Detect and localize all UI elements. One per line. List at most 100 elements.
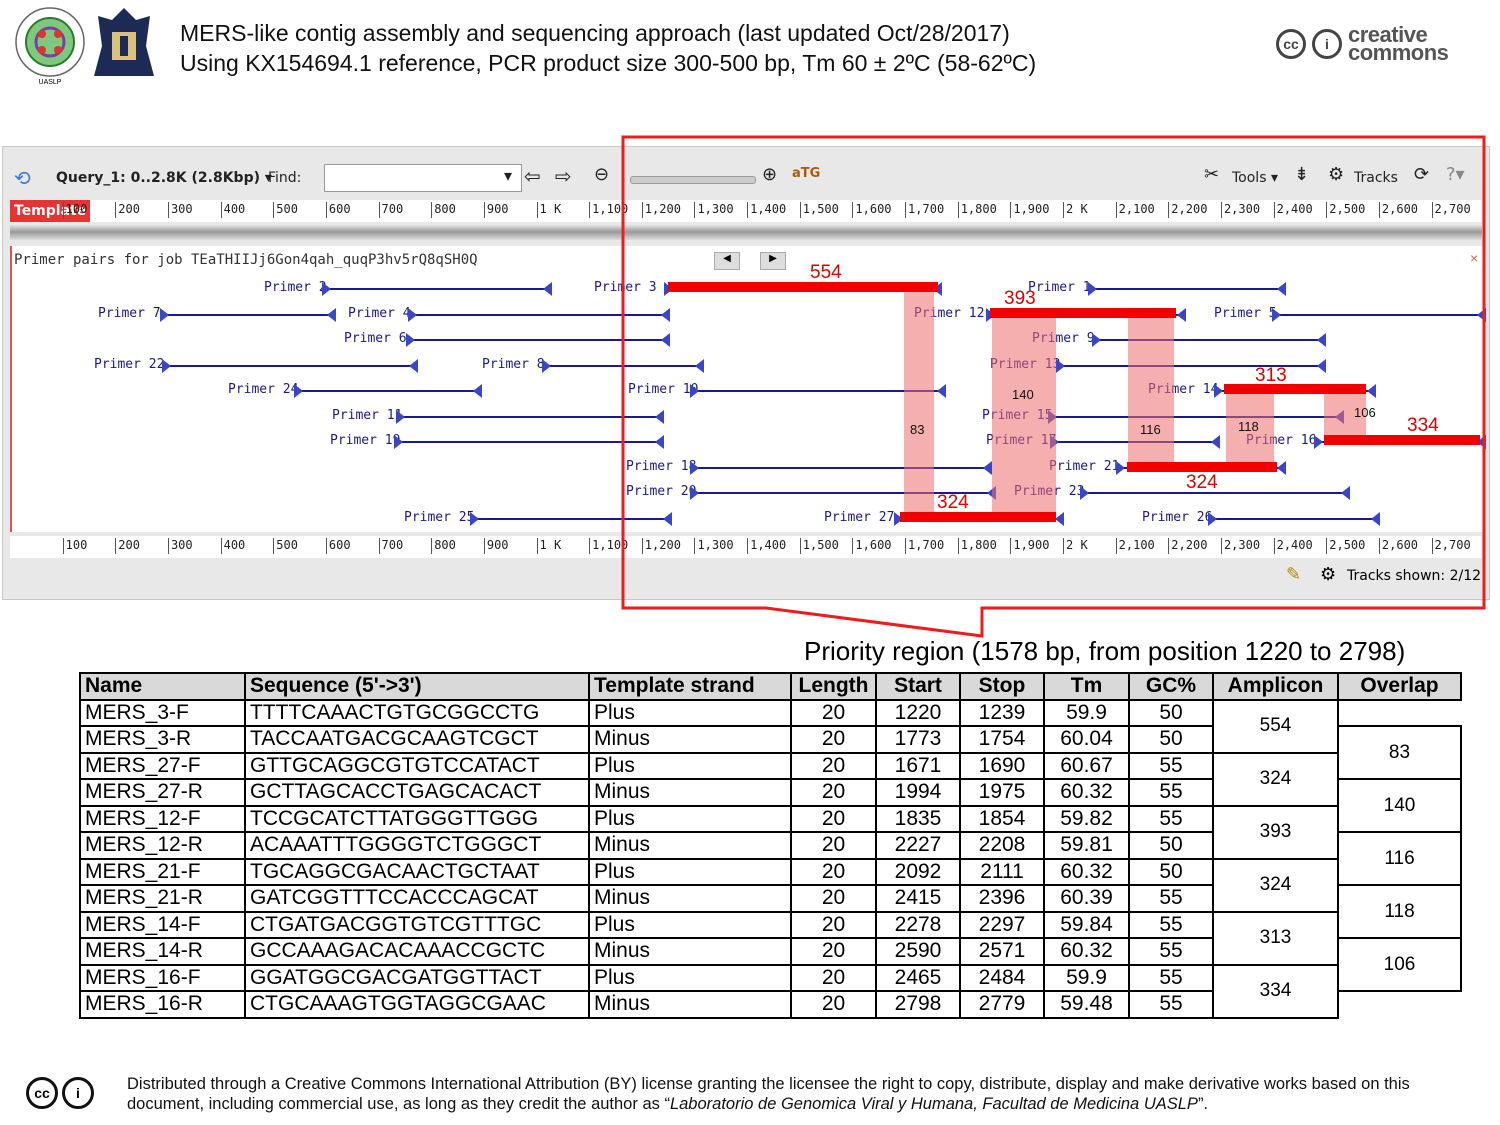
primer-label[interactable]: Primer 7: [98, 305, 161, 321]
primer-label[interactable]: Primer 26: [1142, 509, 1213, 525]
primer-pair-line[interactable]: [1276, 313, 1482, 316]
primer-label[interactable]: Primer 4: [348, 305, 411, 321]
amplicon-bar: [668, 282, 938, 292]
primer-pair-line[interactable]: [1084, 492, 1346, 494]
primer-label[interactable]: Primer 10: [628, 382, 699, 397]
primer-pair-line[interactable]: [326, 288, 548, 290]
primer-label[interactable]: Primer 1: [1028, 280, 1091, 295]
primer-table: Name Sequence (5'->3') Template strand L…: [79, 672, 1462, 1019]
primer-label[interactable]: Primer 20: [626, 484, 697, 499]
primer-pair-line[interactable]: [474, 517, 668, 520]
page-title-line-2: Using KX154694.1 reference, PCR product …: [180, 50, 1037, 76]
primer-pair-line[interactable]: [1092, 288, 1282, 290]
query-dropdown[interactable]: Query_1: 0..2.8K (2.8Kbp) ▾: [56, 170, 272, 186]
forward-primer-arrow-icon: [1092, 333, 1101, 347]
amplicon-label: 313: [1255, 365, 1287, 386]
primer-stop: 1854: [959, 804, 1045, 833]
primer-length: 20: [790, 804, 877, 833]
primer-pair-line[interactable]: [694, 492, 992, 494]
zoom-slider[interactable]: [630, 176, 756, 184]
col-stop: Stop: [959, 672, 1045, 701]
tracks-gear-icon[interactable]: ⚙: [1320, 564, 1337, 585]
primer-gc: 50: [1128, 698, 1214, 727]
tracks-shown-label: Tracks shown: 2/12: [1347, 568, 1482, 584]
cc-icon: cc: [1276, 29, 1306, 59]
primer-pair-line[interactable]: [1096, 339, 1322, 341]
template-strand: Plus: [588, 804, 792, 833]
primer-label[interactable]: Primer 11: [332, 407, 403, 423]
template-strand: Minus: [588, 937, 792, 966]
primer-label[interactable]: Primer 22: [94, 356, 165, 372]
find-dropdown-icon[interactable]: ▾: [504, 166, 513, 185]
gear-icon[interactable]: ⚙: [1328, 164, 1345, 185]
primer-pair-line[interactable]: [166, 364, 414, 367]
overlap-label: 118: [1238, 419, 1259, 434]
primer-label[interactable]: Primer 21: [1049, 458, 1120, 474]
primer-pair-line[interactable]: [164, 313, 332, 316]
primer-name: MERS_3-R: [79, 725, 246, 754]
license-notice: Distributed through a Creative Commons I…: [127, 1074, 1477, 1114]
primer-label[interactable]: Primer 25: [404, 509, 475, 525]
col-sequence: Sequence (5'->3'): [244, 672, 590, 701]
pan-right-icon[interactable]: ⇨: [555, 164, 572, 188]
primer-label[interactable]: Primer 5: [1214, 305, 1277, 321]
ruler-tick: 700: [378, 538, 403, 554]
back-icon[interactable]: ⟲: [14, 166, 31, 190]
primer-pair-line[interactable]: [1052, 415, 1340, 418]
overlap-blank: [1338, 991, 1461, 1018]
tools-menu[interactable]: Tools ▾: [1232, 170, 1278, 186]
primer-pair-line[interactable]: [694, 466, 988, 469]
primer-stop: 1690: [959, 751, 1045, 780]
close-track-icon[interactable]: ×: [1470, 250, 1479, 266]
primer-label[interactable]: Primer 2: [264, 280, 327, 295]
ruler-tick: 2,400: [1273, 202, 1313, 218]
zoom-out-icon[interactable]: ⊖: [594, 164, 610, 185]
ruler-tick: 1,300: [694, 538, 734, 554]
edit-icon[interactable]: ✎: [1286, 564, 1302, 585]
reverse-primer-arrow-icon: [1477, 307, 1486, 322]
table-row: MERS_21-F TGCAGGCGACAACTGCTAAT Plus 20 2092 2…: [79, 857, 1461, 913]
primer-gc: 55: [1128, 990, 1214, 1019]
template-strand: Plus: [588, 963, 792, 992]
refresh-icon[interactable]: ⟳: [1414, 164, 1430, 185]
primer-length: 20: [790, 884, 877, 913]
primer-pair-line[interactable]: [398, 441, 660, 443]
next-page-icon[interactable]: ▶: [760, 252, 786, 270]
pan-left-icon[interactable]: ⇦: [524, 164, 541, 188]
find-input[interactable]: [324, 164, 522, 192]
primer-pair-line[interactable]: [298, 390, 478, 392]
sequence-icon[interactable]: aTG: [792, 166, 821, 181]
primer-start: 1773: [875, 725, 961, 754]
footer-cc-logo: cc i: [26, 1077, 94, 1109]
primer-sequence: TTTTCAAACTGTGCGGCCTG: [244, 698, 590, 727]
primer-label[interactable]: Primer 3: [594, 280, 657, 295]
primer-label[interactable]: Primer 24: [228, 382, 299, 397]
primer-label[interactable]: Primer 6: [344, 331, 407, 346]
primer-label[interactable]: Primer 8: [482, 356, 545, 372]
amplicon-label: 554: [810, 262, 842, 283]
primer-label[interactable]: Primer 18: [626, 458, 697, 474]
reverse-primer-arrow-icon: [983, 460, 992, 475]
col-start: Start: [875, 672, 961, 701]
col-length: Length: [790, 672, 877, 701]
primer-pair-line[interactable]: [1212, 517, 1376, 520]
primer-tm: 60.39: [1043, 884, 1130, 913]
primer-label[interactable]: Primer 27: [824, 509, 895, 525]
table-row: MERS_12-F TCCGCATCTTATGGGTTGGG Plus 20 1835 1…: [79, 804, 1461, 860]
primer-label[interactable]: Primer 19: [330, 433, 401, 448]
primer-pair-line[interactable]: [694, 390, 942, 392]
primer-pair-line[interactable]: [1060, 364, 1322, 367]
zoom-in-icon[interactable]: ⊕: [762, 164, 778, 185]
collapse-icon[interactable]: ⇟: [1294, 164, 1310, 185]
tools-icon[interactable]: ✂: [1204, 164, 1220, 185]
tracks-menu[interactable]: Tracks: [1354, 170, 1398, 186]
primer-pair-line[interactable]: [412, 313, 666, 316]
help-icon[interactable]: ?▾: [1446, 164, 1465, 185]
primer-pair-line[interactable]: [400, 415, 660, 418]
primer-sequence: GTTGCAGGCGTGTCCATACT: [244, 751, 590, 780]
primer-tm: 60.04: [1043, 725, 1130, 754]
prev-page-icon[interactable]: ◀: [714, 252, 740, 270]
forward-primer-arrow-icon: [1116, 460, 1125, 475]
amplicon-bar: [900, 512, 1056, 522]
primer-pair-line[interactable]: [410, 339, 666, 341]
